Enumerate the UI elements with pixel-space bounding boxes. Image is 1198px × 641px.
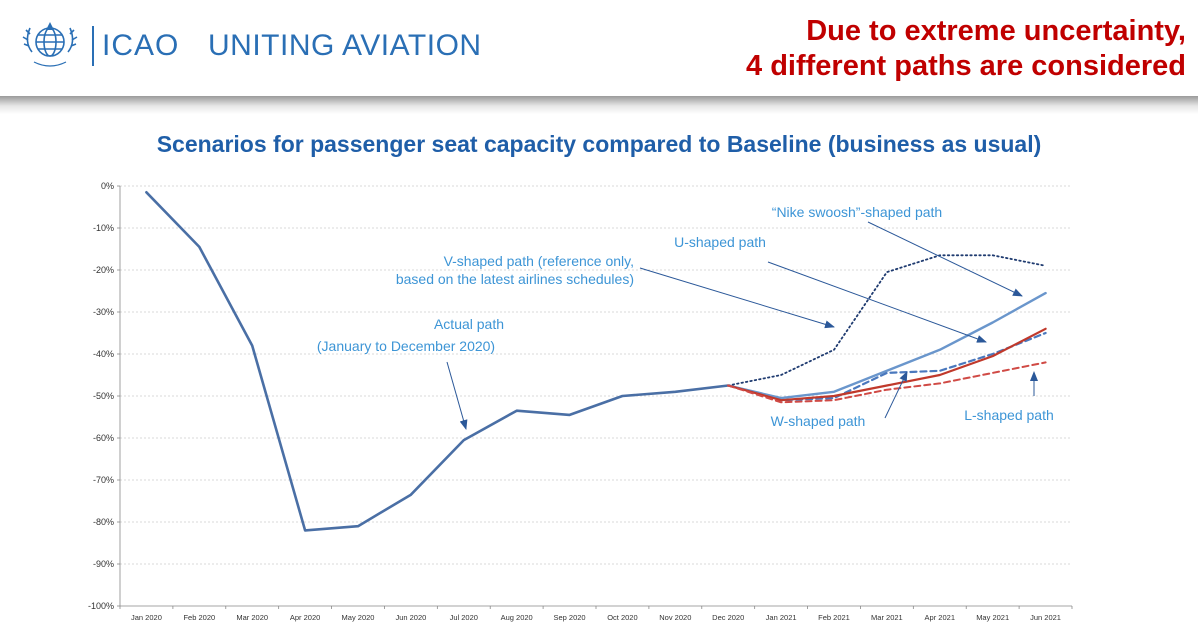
x-tick-label: Dec 2020 bbox=[712, 613, 744, 622]
annotation-u-shaped: U-shaped path bbox=[674, 234, 766, 250]
annotation-w-shaped: W-shaped path bbox=[771, 413, 866, 429]
annotation-layer: “Nike swoosh”-shaped path U-shaped path … bbox=[317, 204, 1054, 430]
arrow-nike bbox=[867, 221, 1023, 297]
y-tick-label: -30% bbox=[93, 307, 114, 317]
x-tick-label: Jan 2021 bbox=[766, 613, 797, 622]
y-tick-label: -50% bbox=[93, 391, 114, 401]
y-tick-label: -90% bbox=[93, 559, 114, 569]
annotation-actual-line-2: (January to December 2020) bbox=[317, 338, 495, 354]
x-tick-label: Jul 2020 bbox=[450, 613, 478, 622]
x-tick-label: Apr 2021 bbox=[925, 613, 955, 622]
x-tick-label: Jun 2020 bbox=[395, 613, 426, 622]
x-tick-label: Feb 2021 bbox=[818, 613, 850, 622]
header-shadow bbox=[0, 96, 1198, 114]
header-bar: ICAO UNITING AVIATION Due to extreme unc… bbox=[0, 0, 1198, 96]
x-tick-label: Oct 2020 bbox=[607, 613, 637, 622]
axis-layer: 0% -10% -20% -30% -40% -50% -60% -70% -80% -90% -1… bbox=[88, 181, 1073, 622]
y-tick-label: -100% bbox=[88, 601, 114, 611]
series-line-v-shaped bbox=[727, 254, 1047, 387]
brand-tagline: UNITING AVIATION bbox=[208, 29, 482, 62]
y-tick-label: -20% bbox=[93, 265, 114, 275]
annotation-v-shaped-line-1: V-shaped path (reference only, bbox=[444, 253, 634, 269]
series-line-u-shaped bbox=[727, 291, 1047, 400]
x-tick-label: Sep 2020 bbox=[553, 613, 585, 622]
icao-emblem-icon bbox=[22, 22, 78, 67]
arrow-actual bbox=[446, 361, 468, 430]
grid-layer bbox=[120, 185, 1072, 565]
y-tick-label: 0% bbox=[101, 181, 114, 191]
x-tick-label: May 2021 bbox=[976, 613, 1009, 622]
y-tick-label: -80% bbox=[93, 517, 114, 527]
x-tick-label: Nov 2020 bbox=[659, 613, 691, 622]
y-tick-label: -10% bbox=[93, 223, 114, 233]
y-tick-label: -70% bbox=[93, 475, 114, 485]
x-tick-label: May 2020 bbox=[342, 613, 375, 622]
series-line-actual bbox=[145, 191, 730, 532]
annotation-l-shaped: L-shaped path bbox=[964, 407, 1054, 423]
brand-divider bbox=[92, 26, 94, 66]
x-tick-label: Feb 2020 bbox=[183, 613, 215, 622]
y-tick-label: -60% bbox=[93, 433, 114, 443]
arrow-w-shaped bbox=[884, 371, 908, 419]
x-tick-label: Apr 2020 bbox=[290, 613, 320, 622]
x-tick-label: Mar 2020 bbox=[236, 613, 268, 622]
annotation-nike: “Nike swoosh”-shaped path bbox=[772, 204, 942, 220]
chart-title: Scenarios for passenger seat capacity co… bbox=[156, 131, 1042, 157]
series-line-red-solid bbox=[727, 327, 1047, 402]
y-tick-label: -40% bbox=[93, 349, 114, 359]
headline-line-2: 4 different paths are considered bbox=[746, 50, 1186, 82]
headline-line-1: Due to extreme uncertainty, bbox=[806, 15, 1186, 47]
x-tick-label: Jan 2020 bbox=[131, 613, 162, 622]
annotation-v-shaped-line-2: based on the latest airlines schedules) bbox=[396, 271, 634, 287]
annotation-actual-line-1: Actual path bbox=[434, 316, 504, 332]
headline: Due to extreme uncertainty, 4 different … bbox=[746, 14, 1186, 84]
series-line-l-shaped bbox=[727, 361, 1047, 404]
arrow-v-shaped bbox=[639, 267, 835, 329]
arrow-u-shaped bbox=[767, 261, 987, 343]
x-tick-label: Jun 2021 bbox=[1030, 613, 1061, 622]
x-tick-label: Aug 2020 bbox=[501, 613, 533, 622]
brand-name: ICAO bbox=[102, 29, 180, 62]
series-layer bbox=[145, 191, 1047, 532]
x-tick-label: Mar 2021 bbox=[871, 613, 903, 622]
